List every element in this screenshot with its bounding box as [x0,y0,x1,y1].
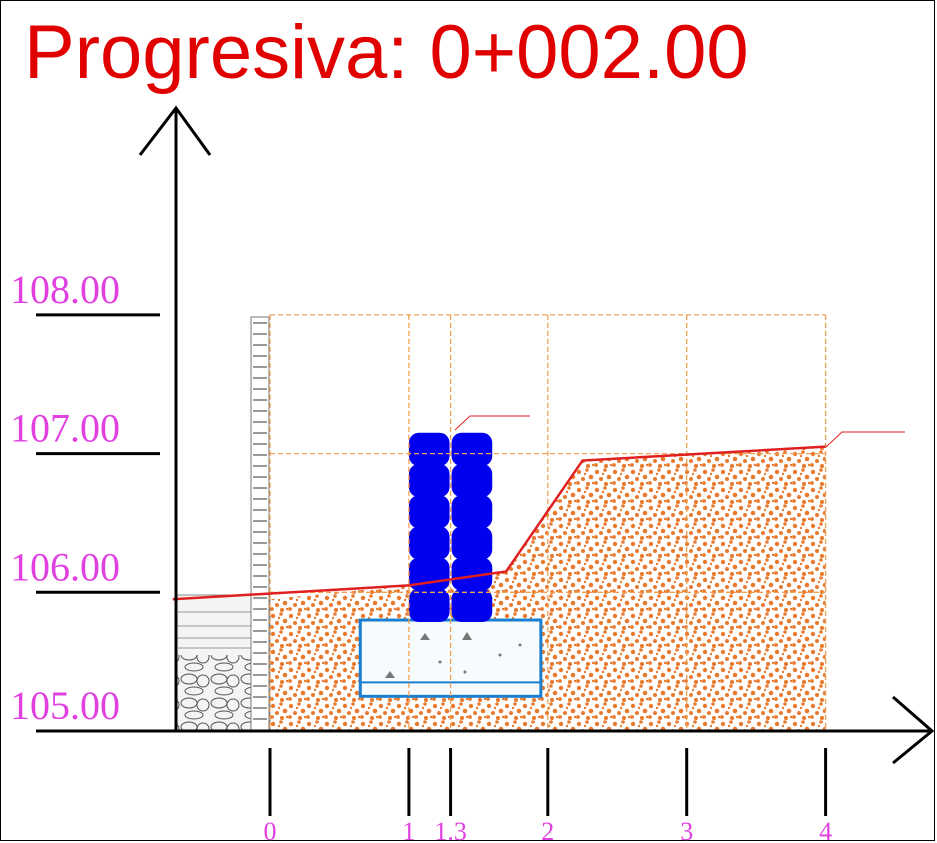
station-ticks [268,748,828,816]
station-label-3: 2 [541,817,554,843]
elevation-ticks [36,313,160,733]
section-grid [269,314,827,731]
x-axis-arrow [892,695,935,765]
sandbag-left-3 [408,526,450,560]
sandbag-right-4 [451,557,493,591]
elevation-label-1: 107.00 [10,406,120,451]
ground-leaders [454,415,905,448]
elevation-label-3: 105.00 [10,683,120,728]
sandbag-right-3 [451,526,493,560]
sandbag-left-1 [408,464,450,498]
elevation-labels: 108.00 107.00 106.00 105.00 [10,267,120,728]
sandbag-right-5 [451,588,493,623]
station-label-0: 0 [264,817,277,843]
y-axis-arrow [138,105,212,156]
ground-profile-line [172,445,826,601]
footing-speckles [385,632,522,678]
ruler-ticks [253,322,267,720]
sandbag-stack [408,432,493,623]
sandbag-left-5 [408,588,450,623]
sandbag-right-0 [451,432,493,467]
station-label-5: 4 [819,817,832,843]
station-labels: 0 1 1.3 2 3 4 [264,817,833,843]
station-label-4: 3 [680,817,693,843]
station-label-1: 1 [402,817,415,843]
elevation-label-2: 106.00 [10,544,120,589]
page-title: Progresiva: 0+002.00 [24,10,749,95]
sandbag-left-2 [408,495,450,529]
sandbag-left-4 [408,557,450,591]
station-label-2: 1.3 [434,817,467,843]
sandbag-right-1 [451,464,493,498]
elevation-label-0: 108.00 [10,267,120,312]
axes [36,105,935,765]
sandbag-right-2 [451,495,493,529]
sandbag-left-0 [408,432,450,467]
